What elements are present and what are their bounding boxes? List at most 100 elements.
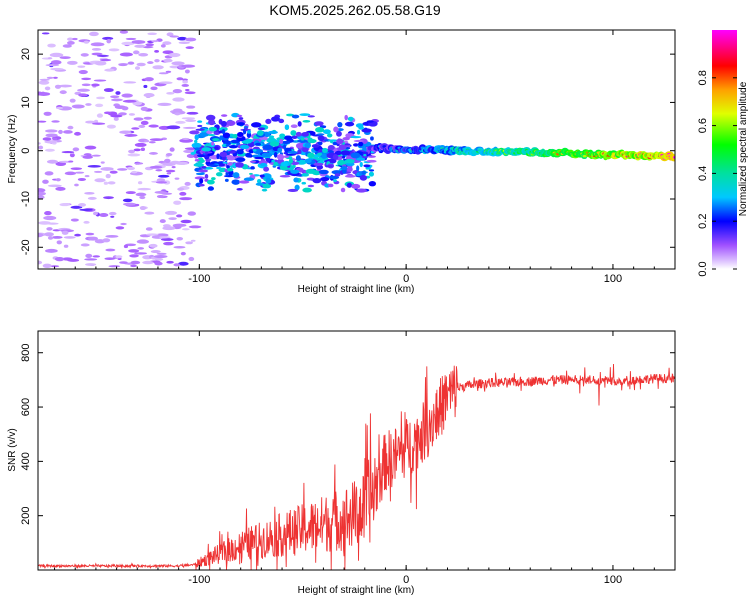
spectrogram-cell bbox=[63, 244, 69, 248]
spectrogram-cell bbox=[166, 32, 174, 37]
spectrogram-cell bbox=[337, 159, 347, 166]
spectrogram-cell bbox=[71, 104, 85, 109]
spectrogram-cell bbox=[370, 136, 374, 141]
spectrogram-cell bbox=[146, 233, 159, 236]
y-tick-label: 200 bbox=[20, 507, 32, 525]
spectrogram-cell bbox=[72, 147, 80, 152]
spectrogram-cell bbox=[125, 243, 137, 247]
spectrogram-cell bbox=[38, 233, 44, 238]
spectrogram-cell bbox=[194, 147, 200, 151]
spectrogram-cell bbox=[582, 154, 587, 158]
spectrogram-cell bbox=[79, 208, 93, 212]
spectrogram-cell bbox=[361, 128, 372, 133]
spectrogram-cell bbox=[103, 111, 112, 115]
spectrogram-cell bbox=[168, 217, 177, 220]
spectrogram-cell bbox=[130, 260, 141, 265]
spectrogram-cell bbox=[145, 43, 154, 47]
spectrogram-cell bbox=[211, 141, 215, 146]
spectrogram-cell bbox=[78, 69, 88, 75]
spectrogram-cell bbox=[179, 197, 193, 201]
spectrogram-cell bbox=[363, 164, 371, 168]
spectrogram-cell bbox=[290, 161, 300, 166]
spectrogram-cell bbox=[46, 76, 54, 79]
spectrogram-cell bbox=[38, 260, 43, 265]
spectrogram-cell bbox=[316, 133, 325, 136]
spectrogram-cell bbox=[181, 117, 196, 120]
spectrogram-cell bbox=[52, 137, 58, 141]
spectrogram-cell bbox=[338, 144, 347, 151]
spectrogram-cell bbox=[125, 37, 137, 41]
spectrogram-cell bbox=[126, 166, 136, 171]
spectrogram-cell bbox=[165, 70, 172, 73]
spectrogram-cell bbox=[64, 171, 77, 176]
spectrogram-cell bbox=[157, 174, 170, 178]
spectrogram-cell bbox=[311, 144, 320, 148]
spectrogram-cell bbox=[139, 195, 146, 200]
spectrogram-cell bbox=[290, 169, 299, 174]
spectrogram-cell bbox=[91, 154, 101, 157]
spectrogram-cell bbox=[46, 159, 59, 164]
spectrogram-cell bbox=[134, 44, 146, 48]
spectrogram-cell bbox=[46, 227, 53, 231]
spectrogram-cell bbox=[74, 171, 85, 174]
spectrogram-cell bbox=[55, 186, 66, 191]
spectrogram-cell bbox=[135, 192, 147, 197]
spectrogram-cell bbox=[154, 59, 160, 63]
spectrogram-cell bbox=[68, 160, 74, 163]
spectrogram-cell bbox=[110, 98, 124, 102]
x-tick-label: 0 bbox=[403, 574, 409, 586]
spectrogram-cell bbox=[154, 49, 160, 53]
spectrogram-cell bbox=[197, 124, 203, 128]
spectrogram-cell bbox=[129, 254, 139, 258]
spectrogram-cell bbox=[181, 78, 188, 81]
snr-series-line bbox=[38, 363, 675, 570]
spectrogram-cell bbox=[332, 154, 339, 160]
spectrogram-cell bbox=[211, 177, 216, 181]
spectrogram-cell bbox=[286, 113, 294, 117]
spectrogram-cell bbox=[58, 129, 63, 135]
spectrogram-cell bbox=[327, 183, 334, 188]
spectrogram-cell bbox=[143, 84, 148, 89]
spectrogram-cell bbox=[134, 162, 144, 165]
spectrogram-cell bbox=[134, 252, 148, 255]
spectrogram-cell bbox=[74, 183, 79, 187]
spectrogram-cell bbox=[185, 119, 197, 122]
spectrogram-cell bbox=[108, 48, 120, 52]
spectrogram-cell bbox=[277, 147, 283, 153]
spectrogram-cell bbox=[49, 52, 64, 58]
spectrogram-cell bbox=[100, 161, 105, 164]
spectrogram-cell bbox=[235, 157, 246, 163]
spectrogram-cell bbox=[219, 135, 223, 141]
spectrogram-cell bbox=[176, 77, 184, 81]
spectrogram-cell bbox=[92, 122, 106, 125]
spectrogram-cell bbox=[670, 154, 675, 161]
spectrogram-cell bbox=[144, 77, 154, 82]
spectrogram-cell bbox=[90, 42, 105, 47]
spectrogram-cell bbox=[225, 120, 236, 126]
colorbar-gradient bbox=[712, 30, 737, 269]
spectrogram-cell bbox=[246, 131, 252, 138]
spectrogram-cell bbox=[295, 155, 301, 161]
spectrogram-cell bbox=[176, 237, 184, 241]
spectrogram-cell bbox=[98, 212, 109, 218]
spectrogram-cell bbox=[177, 187, 185, 191]
spectrogram-cell bbox=[155, 181, 168, 184]
spectrogram-cell bbox=[314, 121, 324, 126]
spectrogram-cell bbox=[96, 113, 103, 118]
spectrogram-cell bbox=[45, 133, 58, 138]
spectrogram-cell bbox=[122, 198, 133, 203]
spectrogram-cell bbox=[301, 131, 310, 137]
spectrogram-cell bbox=[182, 126, 197, 129]
spectrogram-cell bbox=[77, 88, 90, 92]
snr-ticks: -100 0 100 200 400 600 800 bbox=[20, 331, 676, 586]
spectrogram-cell bbox=[38, 142, 41, 145]
spectrogram-cell bbox=[81, 83, 91, 87]
spectrogram-cell bbox=[156, 252, 167, 255]
spectrogram-cell bbox=[283, 135, 293, 140]
spectrogram-cell bbox=[230, 139, 241, 144]
spectrogram-cell bbox=[85, 103, 92, 106]
spectrogram-cell bbox=[178, 41, 191, 44]
spectrogram-cell bbox=[190, 239, 196, 242]
spectrogram-cell bbox=[148, 152, 158, 155]
